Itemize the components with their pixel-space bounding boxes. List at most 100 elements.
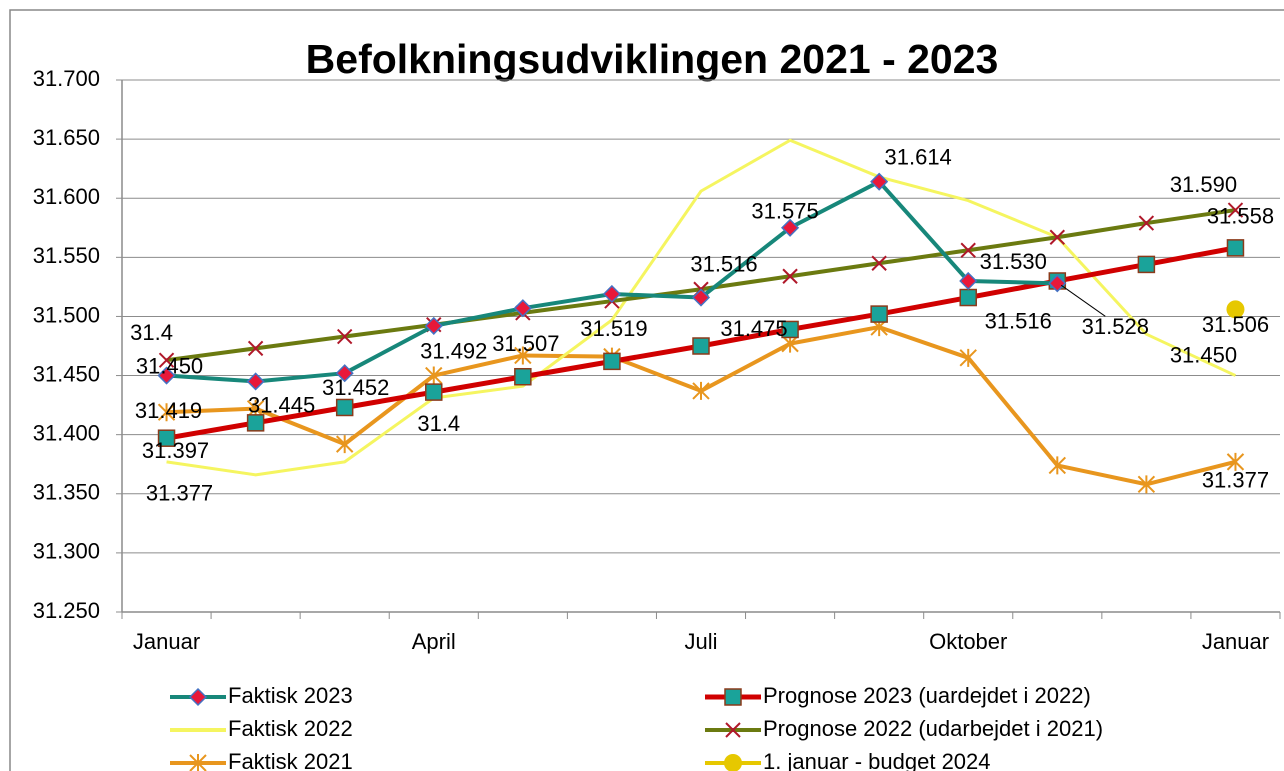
y-tick-label: 31.400	[33, 420, 100, 445]
legend-item: Faktisk 2021	[170, 749, 353, 771]
marker	[1226, 239, 1245, 257]
y-tick-label: 31.300	[33, 539, 100, 564]
marker	[157, 366, 176, 385]
data-label: 31.516	[690, 251, 757, 276]
marker	[870, 305, 888, 323]
data-label: 31.4	[130, 320, 173, 345]
data-label: 31.377	[1202, 468, 1269, 493]
y-tick-label: 31.600	[33, 184, 100, 209]
data-label: 31.506	[1202, 312, 1269, 337]
marker	[781, 320, 799, 339]
data-label: 31.4	[417, 411, 460, 436]
data-label: 31.397	[142, 438, 209, 463]
legend-label: Prognose 2022 (udarbejdet i 2021)	[763, 716, 1103, 741]
data-label: 31.492	[420, 339, 487, 364]
chart-frame	[9, 9, 1284, 771]
marker	[189, 754, 207, 771]
legend-item: 1. januar - budget 2024	[705, 749, 991, 771]
marker	[425, 383, 443, 401]
marker	[1137, 475, 1156, 494]
marker	[602, 284, 621, 304]
legend-label: Faktisk 2023	[228, 683, 353, 708]
legend-item: Faktisk 2022	[170, 716, 353, 741]
legend-label: Faktisk 2021	[228, 749, 353, 771]
data-label: 31.377	[146, 481, 213, 506]
data-label: 31.558	[1207, 204, 1274, 229]
data-label: 31.475	[720, 316, 787, 341]
marker	[960, 242, 976, 258]
chart-title: Befolkningsudviklingen 2021 - 2023	[306, 36, 999, 82]
data-label: 31.575	[751, 199, 818, 224]
data-label: 31.528	[1082, 314, 1149, 339]
y-tick-label: 31.250	[33, 598, 100, 623]
marker	[1226, 300, 1245, 319]
x-tick-label: Juli	[684, 629, 717, 654]
marker	[514, 346, 532, 365]
data-label: 31.450	[1170, 342, 1237, 367]
marker	[871, 255, 887, 271]
marker	[513, 299, 532, 318]
y-tick-label: 31.450	[33, 361, 100, 386]
marker	[335, 398, 354, 417]
data-label: 31.450	[136, 353, 203, 378]
y-tick-label: 31.650	[33, 125, 100, 150]
x-tick-label: Januar	[1202, 629, 1269, 654]
legend-item: Prognose 2022 (udarbejdet i 2021)	[705, 716, 1103, 741]
marker	[335, 364, 354, 383]
x-tick-label: Oktober	[929, 629, 1007, 654]
marker	[959, 271, 978, 291]
marker	[514, 367, 532, 386]
data-label: 31.530	[980, 249, 1047, 274]
marker	[724, 754, 742, 771]
marker	[959, 348, 977, 367]
marker	[247, 340, 264, 357]
marker	[188, 687, 208, 707]
data-label: 31.519	[580, 316, 647, 341]
marker	[1048, 456, 1067, 475]
marker	[691, 288, 711, 307]
marker	[1048, 274, 1067, 293]
marker	[725, 722, 741, 738]
marker	[157, 429, 176, 447]
marker	[425, 366, 443, 385]
marker	[782, 268, 798, 284]
marker	[335, 435, 354, 454]
marker	[870, 172, 889, 191]
marker	[157, 403, 176, 422]
marker	[603, 352, 621, 371]
marker	[424, 316, 443, 335]
data-label: 31.419	[135, 398, 202, 423]
marker	[246, 414, 265, 432]
marker	[1226, 452, 1245, 471]
y-tick-label: 31.550	[33, 243, 100, 268]
y-tick-label: 31.500	[33, 302, 100, 327]
x-tick-label: April	[412, 629, 456, 654]
x-tick-label: Januar	[133, 629, 200, 654]
marker	[158, 352, 175, 368]
marker	[692, 381, 710, 400]
data-label: 31.590	[1170, 172, 1237, 197]
data-label: 31.452	[322, 375, 389, 400]
marker	[959, 288, 977, 307]
data-label: 31.445	[248, 392, 315, 417]
legend-item: Prognose 2023 (uardejdet i 2022)	[705, 683, 1091, 708]
data-label: 31.507	[492, 331, 559, 356]
marker	[336, 328, 353, 345]
marker	[1138, 215, 1155, 231]
legend-label: Faktisk 2022	[228, 716, 353, 741]
leader-line	[1061, 284, 1106, 317]
marker	[692, 337, 710, 355]
marker	[1049, 229, 1066, 245]
marker	[246, 372, 265, 391]
marker	[1137, 255, 1156, 274]
marker	[781, 218, 800, 237]
data-label: 31.516	[985, 308, 1052, 333]
marker	[1227, 202, 1244, 218]
legend-label: 1. januar - budget 2024	[763, 749, 991, 771]
y-tick-label: 31.350	[33, 480, 100, 505]
y-tick-label: 31.700	[33, 66, 100, 91]
data-label: 31.614	[885, 144, 952, 169]
legend-item: Faktisk 2023	[170, 683, 353, 708]
